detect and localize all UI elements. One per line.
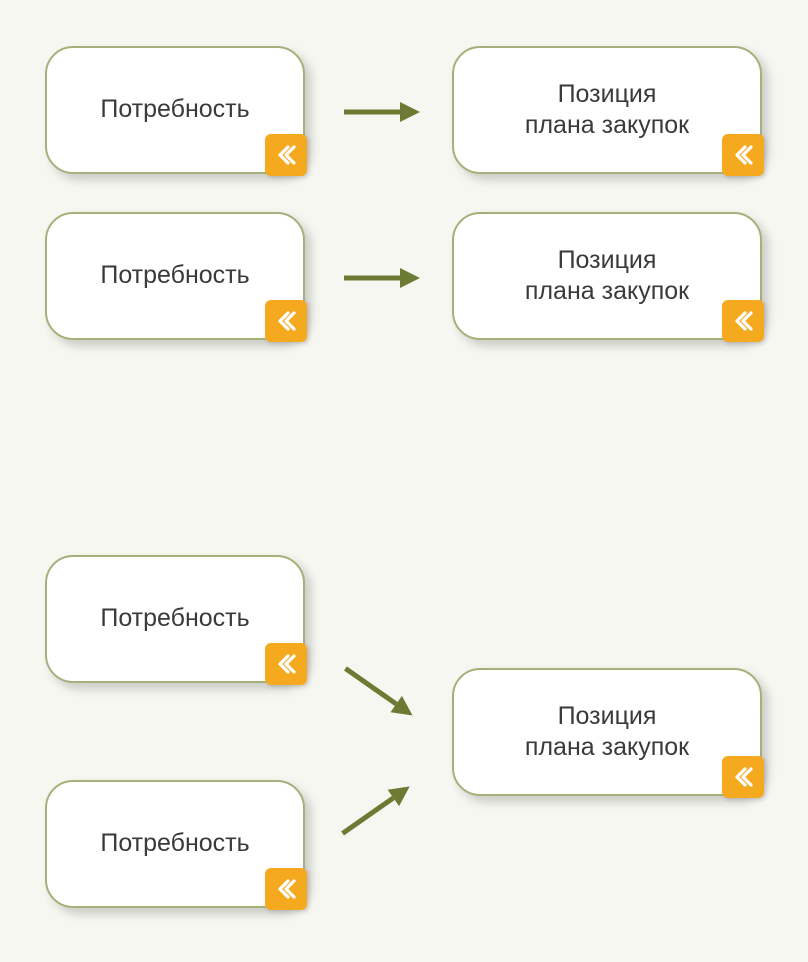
flow-node-pos3: Позицияплана закупок bbox=[452, 668, 762, 796]
flow-arrow bbox=[344, 94, 434, 135]
node-label: Потребность bbox=[100, 94, 249, 125]
node-badge-icon bbox=[722, 300, 764, 342]
flow-arrow bbox=[332, 654, 434, 743]
flow-node-need1: Потребность bbox=[45, 46, 305, 174]
flow-node-need4: Потребность bbox=[45, 780, 305, 908]
node-badge-icon bbox=[265, 868, 307, 910]
node-label: Потребность bbox=[100, 828, 249, 859]
node-badge-icon bbox=[265, 134, 307, 176]
node-badge-icon bbox=[265, 643, 307, 685]
flow-arrow bbox=[344, 260, 434, 301]
node-badge-icon bbox=[722, 134, 764, 176]
node-label: Потребность bbox=[100, 603, 249, 634]
node-badge-icon bbox=[265, 300, 307, 342]
node-label: Позицияплана закупок bbox=[525, 245, 689, 308]
node-label: Потребность bbox=[100, 260, 249, 291]
flow-node-pos2: Позицияплана закупок bbox=[452, 212, 762, 340]
flow-arrow bbox=[332, 764, 434, 853]
flow-node-need2: Потребность bbox=[45, 212, 305, 340]
node-label: Позицияплана закупок bbox=[525, 79, 689, 142]
flow-node-pos1: Позицияплана закупок bbox=[452, 46, 762, 174]
node-label: Позицияплана закупок bbox=[525, 701, 689, 764]
node-badge-icon bbox=[722, 756, 764, 798]
flow-node-need3: Потребность bbox=[45, 555, 305, 683]
